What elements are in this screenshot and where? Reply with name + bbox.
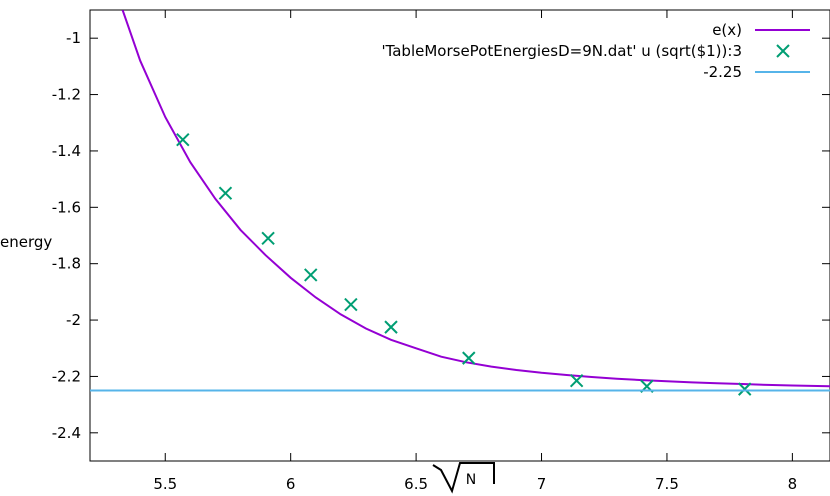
x-tick-label: 6.5 <box>404 475 428 493</box>
x-axis-label-group: N <box>432 462 495 494</box>
data-point <box>462 351 476 365</box>
y-tick-label: -2.2 <box>52 367 81 385</box>
data-point <box>218 186 233 200</box>
plot-frame <box>89 9 830 462</box>
series-line-e-x <box>121 10 830 388</box>
x-tick-label: 8 <box>788 475 798 493</box>
legend-entry-label: 'TableMorsePotEnergiesD=9N.dat' u (sqrt(… <box>381 42 742 60</box>
legend: e(x) 'TableMorsePotEnergiesD=9N.dat' u (s… <box>381 21 810 81</box>
sqrt-radical-icon <box>432 462 495 494</box>
data-point <box>738 382 752 396</box>
data-point <box>176 132 190 147</box>
x-tick-label: 6 <box>286 475 296 493</box>
data-point <box>569 373 584 388</box>
x-tick-labels: 5.5 6 6.5 7 7.5 8 <box>153 475 797 493</box>
data-layer <box>90 10 830 396</box>
x-tick-label: 5.5 <box>153 475 177 493</box>
y-tick-label: -1.2 <box>52 86 81 104</box>
axis-ticks <box>90 10 830 461</box>
x-axis-label: N <box>466 472 476 488</box>
legend-swatch-point <box>776 44 790 58</box>
y-tick-label: -1.4 <box>52 142 81 160</box>
y-tick-label: -1 <box>66 29 81 47</box>
y-tick-label: -1.6 <box>52 198 81 216</box>
legend-entry-label: e(x) <box>712 21 742 39</box>
y-axis-label: energy <box>0 233 52 251</box>
y-tick-labels: -1 -1.2 -1.4 -1.6 -1.8 -2 -2.2 -2.4 <box>52 29 81 442</box>
data-point <box>304 268 318 282</box>
y-tick-label: -1.8 <box>52 255 81 273</box>
y-tick-label: -2.4 <box>52 424 81 442</box>
data-point <box>261 231 275 246</box>
data-point <box>344 297 358 312</box>
legend-entry-label: -2.25 <box>703 63 742 81</box>
x-tick-label: 7 <box>537 475 547 493</box>
data-point <box>384 320 398 334</box>
y-tick-label: -2 <box>66 311 81 329</box>
x-tick-label: 7.5 <box>655 475 679 493</box>
